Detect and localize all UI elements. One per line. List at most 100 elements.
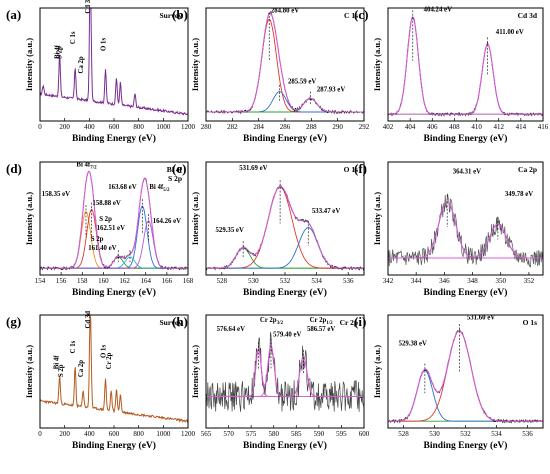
panel-title: Bi 4f (167, 165, 183, 174)
peak-annotation: C 1s (70, 340, 77, 353)
x-tick-label: 595 (336, 430, 347, 438)
panel-i: 528 530 532 534 536 Binding Energy (eV) Intens… (354, 314, 544, 451)
panel-title: Ca 2p (518, 165, 537, 174)
peak-annotation: Bi 4f5/2 (149, 184, 170, 193)
raw-data-line (206, 332, 364, 412)
panel-label: (a) (6, 7, 21, 22)
x-tick-label: 282 (227, 123, 238, 131)
panel-label: (g) (6, 314, 21, 329)
x-tick-label: 416 (538, 123, 549, 131)
panel-title-2: S 2p (168, 174, 182, 183)
x-tick-label: 166 (162, 277, 173, 285)
y-axis-label: Intensity (a.u.) (24, 345, 34, 398)
peak-annotation: 531.60 eV (467, 315, 495, 322)
x-tick-label: 536 (343, 277, 354, 285)
x-tick-label: 532 (460, 430, 471, 438)
plot-area (388, 193, 543, 269)
component-peak-1 (388, 43, 543, 115)
x-tick-label: 290 (332, 123, 343, 131)
x-tick-label: 1000 (156, 123, 171, 131)
x-axis-label: Binding Energy (eV) (243, 133, 327, 144)
peak-annotation: 162.51 eV (97, 225, 125, 232)
plot-frame (205, 314, 365, 429)
x-tick-label: 600 (109, 123, 120, 131)
peak-annotation: 161.40 eV (88, 245, 116, 252)
panel-title: Cd 3d (518, 11, 538, 20)
panel-label: (h) (172, 314, 188, 329)
x-tick-label: 0 (38, 123, 42, 131)
peak-annotation: 576.64 eV (217, 326, 245, 333)
peak-annotation: S 2p (58, 364, 65, 377)
x-tick-label: 800 (133, 430, 144, 438)
envelope-fit-line (206, 185, 364, 269)
peak-annotation: 579.40 eV (273, 331, 301, 338)
peak-annotation: Bi 4f (54, 355, 61, 370)
component-peak-4 (40, 205, 188, 269)
x-tick-label: 570 (223, 430, 234, 438)
x-tick-label: 1200 (181, 123, 196, 131)
x-tick-label: 350 (495, 277, 506, 285)
plot-frame (39, 161, 189, 276)
peak-annotation: 586.57 eV (307, 326, 335, 333)
peak-annotation: Bi 4f7/2 (76, 162, 97, 171)
x-tick-label: 164 (140, 277, 151, 285)
x-tick-label: 402 (383, 123, 394, 131)
peak-annotation: 158.35 eV (42, 191, 70, 198)
x-tick-label: 162 (119, 277, 130, 285)
plot-area (40, 8, 188, 116)
x-tick-label: 528 (398, 430, 409, 438)
x-tick-label: 530 (248, 277, 259, 285)
plot-area (206, 10, 364, 115)
x-tick-label: 600 (359, 430, 370, 438)
plot-area (206, 332, 364, 412)
plot-area (40, 170, 188, 271)
panel-title: O 1s (523, 318, 537, 327)
peak-annotation: Bi 4f (55, 44, 62, 59)
panel-h: 565 570 575 580 585 590 595 600 Binding Energy (… (172, 314, 370, 451)
plot-area (206, 180, 364, 271)
x-tick-label: 412 (493, 123, 504, 131)
raw-data-line (388, 193, 543, 269)
y-axis-label: Intensity (a.u.) (372, 192, 382, 245)
y-axis-label: Intensity (a.u.) (372, 345, 382, 398)
panel-d: 154 156 158 160 162 164 166 168 Binding Energy (… (6, 161, 194, 298)
peak-annotation: Ca 2p (78, 56, 85, 73)
x-axis-label: Binding Energy (eV) (243, 287, 327, 298)
panel-label: (b) (172, 7, 188, 22)
panel-label: (d) (6, 161, 22, 176)
y-axis-label: Intensity (a.u.) (24, 192, 34, 245)
peak-annotation: 158.88 eV (92, 200, 120, 207)
envelope-fit-line (206, 12, 364, 113)
component-peak-3 (40, 256, 188, 269)
peak-annotation: 364.31 eV (453, 168, 481, 175)
panel-f: 342 344 346 348 350 352 Binding Energy (eV) Int… (354, 161, 544, 298)
panel-e: 528 530 532 534 536 Binding Energy (eV) Intens… (172, 161, 365, 298)
x-axis-label: Binding Energy (eV) (243, 440, 327, 451)
peak-annotation: Cd 3d (85, 0, 92, 14)
x-tick-label: 600 (109, 430, 120, 438)
x-tick-label: 1200 (181, 430, 196, 438)
peak-annotation: O 1s (100, 345, 107, 358)
peak-annotation: Ca 2p (78, 360, 85, 377)
panel-label: (i) (354, 314, 366, 329)
panel-label: (c) (354, 7, 368, 22)
x-tick-label: 800 (133, 123, 144, 131)
x-tick-label: 580 (268, 430, 279, 438)
envelope-fit-line (40, 170, 188, 269)
panel-title: Cr 2p (340, 318, 358, 327)
x-tick-label: 1000 (156, 430, 171, 438)
envelope-fit-line (388, 201, 543, 259)
x-tick-label: 400 (84, 430, 95, 438)
panel-title: C 1s (344, 11, 358, 20)
plot-area (40, 315, 188, 424)
y-axis-label: Intensity (a.u.) (190, 192, 200, 245)
x-axis-label: Binding Energy (eV) (72, 440, 156, 451)
series-line-survey (40, 8, 188, 116)
panel-c: 402 404 406 408 410 412 414 416 Binding Energy (… (354, 6, 549, 144)
x-tick-label: 200 (59, 430, 70, 438)
peak-annotation: 287.93 eV (317, 87, 345, 94)
x-tick-label: 160 (98, 277, 109, 285)
peak-annotation: Cd 3d (85, 311, 92, 329)
peak-annotation: 285.59 eV (288, 79, 316, 86)
